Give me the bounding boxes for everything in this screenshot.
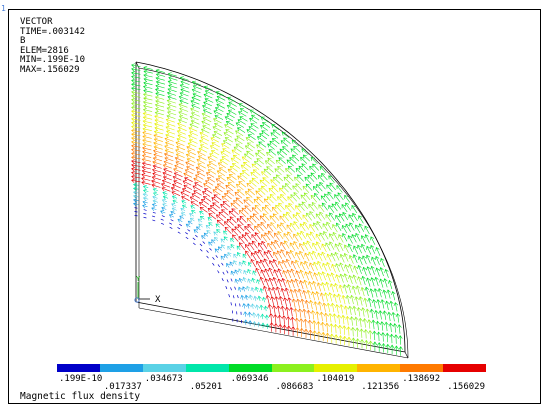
legend-label-bottom-1: .05201	[189, 382, 223, 392]
legend-swatch-3	[185, 364, 230, 372]
vector-plot: XY	[131, 61, 409, 359]
legend-swatch-4	[228, 364, 272, 372]
time-label: TIME=.003142	[20, 26, 86, 37]
model-outer-arc	[135, 61, 406, 353]
min-value-label: MIN=.199E-10	[20, 55, 86, 65]
vector-arrows-band-0	[134, 207, 242, 324]
legend-swatch-9	[443, 364, 487, 372]
model-bottom-edge	[135, 301, 406, 353]
legend-label-bottom-4: .156029	[447, 382, 486, 392]
legend-swatch-2	[142, 364, 187, 372]
legend-label-bottom-2: .086683	[275, 382, 314, 392]
legend-label-bottom-0: .017337	[103, 382, 142, 392]
vector-arrows	[131, 63, 403, 356]
legend-swatch-6	[314, 364, 358, 372]
model-corner-right	[404, 351, 409, 359]
vector-arrows-band-3	[132, 182, 270, 329]
legend-swatch-8	[400, 364, 444, 372]
vector-arrows-band-4	[131, 63, 403, 356]
model-corner-top	[135, 61, 140, 69]
legend-label-top-1: .034673	[144, 374, 183, 384]
model-bottom-edge-back	[138, 307, 409, 359]
vector-arrows-band-5	[131, 90, 373, 351]
vector-arrows-band-2	[132, 190, 261, 328]
legend-swatch-5	[271, 364, 315, 372]
window-number: 1	[1, 4, 6, 13]
quantity-label: B	[20, 36, 26, 46]
vector-arrows-band-6	[131, 109, 352, 347]
vector-arrows-band-8	[131, 143, 313, 339]
triad-origin	[134, 297, 140, 303]
triad-y-label: Y	[136, 275, 141, 283]
vector-arrows-band-1	[132, 198, 253, 326]
legend-label-top-3: .104019	[316, 374, 355, 384]
plot-type-label: VECTOR	[20, 17, 53, 27]
vector-arrows-band-9	[131, 159, 296, 336]
legend-swatch-1	[99, 364, 144, 372]
legend-swatch-0	[57, 364, 101, 372]
plot-caption: Magnetic flux density	[20, 391, 141, 402]
legend-label-top-0: .199E-10	[59, 374, 103, 384]
legend-label-top-2: .069346	[230, 374, 269, 384]
triad-x-label: X	[155, 295, 161, 305]
model-outer-arc-back	[138, 67, 409, 359]
legend-label-bottom-3: .121356	[361, 382, 400, 392]
max-value-label: MAX=.156029	[20, 64, 80, 75]
element-count-label: ELEM=2816	[20, 45, 69, 56]
legend-label-top-4: .138692	[402, 374, 441, 384]
info-block: VECTOR TIME=.003142 B ELEM=2816 MIN=.199…	[20, 17, 86, 75]
vector-arrows-band-7	[131, 128, 330, 343]
legend-swatch-7	[357, 364, 401, 372]
